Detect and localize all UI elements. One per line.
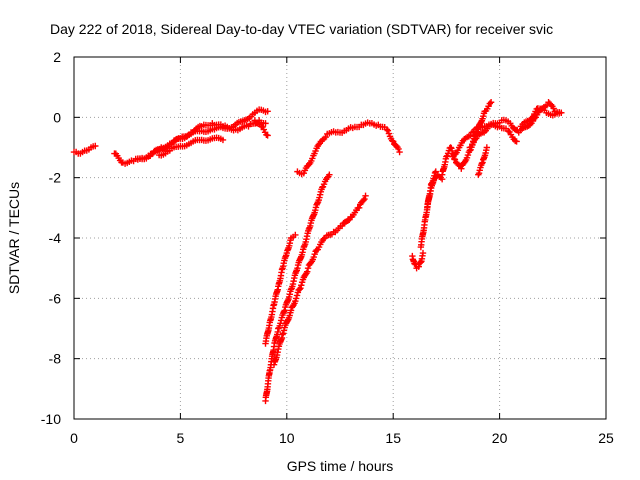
- series-markers: [424, 168, 439, 212]
- series-markers: [409, 249, 427, 272]
- series-markers: [134, 117, 269, 163]
- y-tick-label: 2: [53, 49, 61, 65]
- series-markers: [70, 142, 99, 157]
- series-arc-16: [475, 144, 491, 178]
- series-arc-17: [517, 105, 565, 130]
- series-arc-12: [424, 168, 439, 212]
- x-tick-label: 25: [598, 430, 614, 446]
- series-markers: [475, 144, 491, 178]
- series-markers: [262, 231, 299, 347]
- y-axis-label: SDTVAR / TECUs: [6, 182, 22, 294]
- x-tick-label: 0: [70, 430, 78, 446]
- series-arc-5: [251, 117, 271, 139]
- y-tick-label: -2: [49, 170, 62, 186]
- series-markers: [155, 134, 227, 159]
- grid: [74, 57, 606, 419]
- series-arc-2: [111, 106, 271, 167]
- series-markers: [111, 106, 271, 167]
- y-tick-label: -10: [41, 411, 61, 427]
- chart-title: Day 222 of 2018, Sidereal Day-to-day VTE…: [50, 21, 553, 37]
- x-axis-label: GPS time / hours: [287, 458, 394, 474]
- series-arc-8: [270, 192, 369, 368]
- axis-ticks: 0 5 10 15 20 25 -10 -8 -6 -4 -2 0 2: [41, 49, 614, 446]
- x-tick-label: 10: [279, 430, 295, 446]
- series-markers: [517, 105, 565, 130]
- series-arc-9: [294, 119, 403, 178]
- series-markers: [294, 119, 403, 178]
- series-arc-1: [70, 142, 99, 157]
- series-markers: [270, 192, 369, 368]
- x-tick-label: 5: [177, 430, 185, 446]
- series-markers: [251, 117, 271, 139]
- series-arc-7: [262, 171, 333, 405]
- data-series: [70, 99, 565, 405]
- series-arc-4: [155, 134, 227, 159]
- y-tick-label: 0: [53, 109, 61, 125]
- y-tick-label: -4: [49, 230, 62, 246]
- y-tick-label: -6: [49, 290, 62, 306]
- y-tick-label: -8: [49, 351, 62, 367]
- x-tick-label: 15: [385, 430, 401, 446]
- series-markers: [262, 171, 333, 405]
- series-arc-3: [134, 117, 269, 163]
- series-arc-6: [262, 231, 299, 347]
- x-tick-label: 20: [492, 430, 508, 446]
- series-arc-10: [409, 249, 427, 272]
